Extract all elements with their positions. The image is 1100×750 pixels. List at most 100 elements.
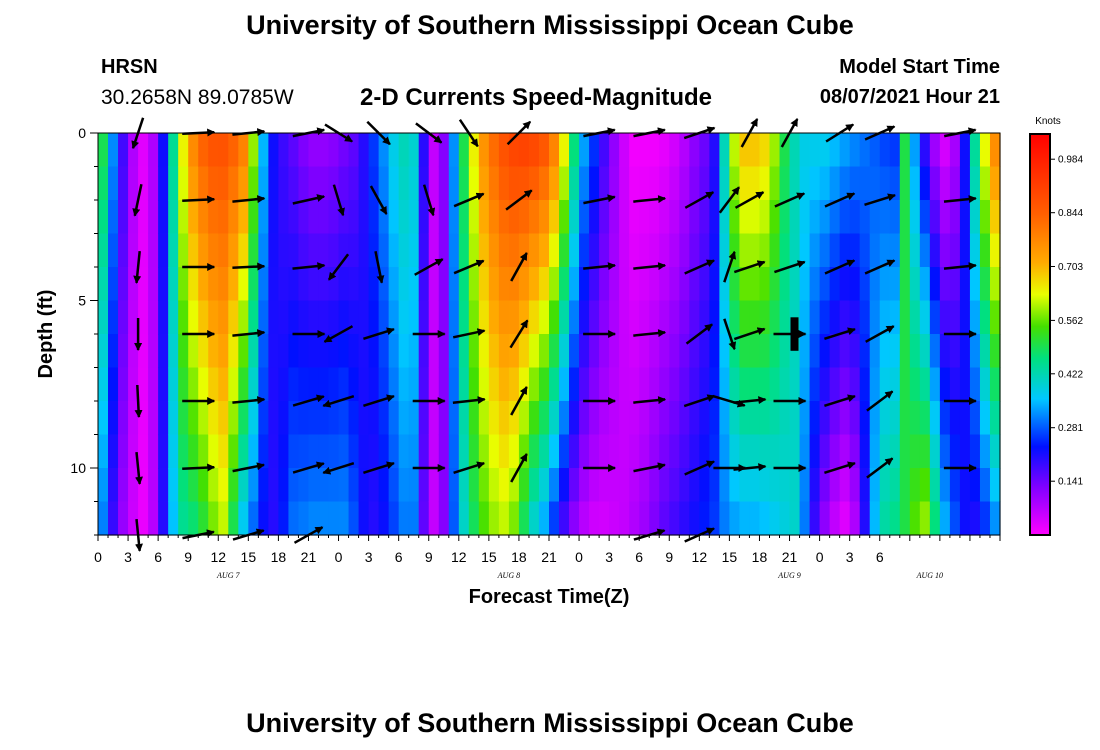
heat-cell — [889, 200, 901, 235]
heat-cell — [428, 133, 440, 168]
heat-cell — [659, 334, 670, 369]
heat-cell — [839, 501, 851, 536]
heat-cell — [719, 133, 730, 168]
heat-cell — [819, 133, 831, 168]
heat-cell — [308, 200, 320, 235]
heat-cell — [899, 401, 911, 436]
heat-cell — [709, 501, 720, 536]
heat-cell — [208, 133, 219, 168]
heat-cell — [378, 233, 390, 268]
heat-cell — [358, 434, 370, 469]
heat-cell — [709, 233, 720, 268]
heat-cell — [278, 434, 290, 469]
heat-cell — [538, 300, 550, 335]
x-tick-label: 3 — [365, 549, 373, 565]
heat-cell — [929, 401, 941, 436]
heat-cell — [929, 367, 941, 402]
heat-cell — [408, 267, 420, 302]
heat-cell — [268, 200, 279, 235]
heat-cell — [729, 367, 741, 402]
heat-cell — [258, 200, 269, 235]
heat-cell — [759, 233, 771, 268]
x-tick-label: 6 — [395, 549, 403, 565]
heat-cell — [599, 501, 610, 536]
heat-cell — [328, 300, 340, 335]
heat-cell — [188, 468, 199, 503]
heat-cell — [128, 233, 139, 268]
heat-cell — [328, 166, 340, 201]
heat-cell — [388, 468, 400, 503]
heat-cell — [408, 133, 420, 168]
heat-cell — [338, 133, 350, 168]
heat-cell — [599, 133, 610, 168]
heat-cell — [278, 300, 290, 335]
heat-cell — [549, 200, 560, 235]
heat-cell — [789, 501, 801, 536]
heat-cell — [549, 334, 560, 369]
heat-cell — [849, 233, 861, 268]
heat-cell — [288, 468, 300, 503]
heat-cell — [178, 334, 189, 369]
heat-cell — [218, 200, 229, 235]
heat-cell — [258, 367, 269, 402]
heat-cell — [799, 133, 811, 168]
heat-cell — [488, 233, 500, 268]
heat-cell — [679, 401, 690, 436]
heat-cell — [158, 267, 169, 302]
heat-cell — [258, 334, 269, 369]
heat-cell — [669, 367, 680, 402]
heat-cell — [188, 434, 199, 469]
heat-cell — [979, 166, 991, 201]
heat-cell — [318, 233, 330, 268]
heat-cell — [458, 267, 470, 302]
heat-cell — [629, 334, 640, 369]
heat-cell — [148, 501, 159, 536]
heat-cell — [859, 501, 871, 536]
heat-cell — [979, 367, 991, 402]
heat-cell — [528, 401, 540, 436]
heat-cell — [599, 233, 610, 268]
heat-cell — [388, 501, 400, 536]
heat-cell — [779, 166, 791, 201]
heat-cell — [599, 434, 610, 469]
heat-cell — [789, 200, 801, 235]
heat-cell — [879, 233, 891, 268]
heat-cell — [939, 434, 951, 469]
heat-cell — [889, 401, 901, 436]
heat-cell — [769, 267, 781, 302]
heat-cell — [939, 300, 951, 335]
heat-cell — [859, 200, 871, 235]
current-vector — [864, 193, 896, 206]
heat-cell — [939, 233, 951, 268]
heat-cell — [108, 267, 119, 302]
heat-cell — [859, 166, 871, 201]
heat-cell — [438, 468, 450, 503]
heat-cell — [639, 166, 650, 201]
x-tick-label: 0 — [816, 549, 824, 565]
heat-cell — [528, 267, 540, 302]
heat-cell — [238, 434, 249, 469]
heat-cell — [559, 434, 570, 469]
current-vector — [824, 327, 856, 340]
heat-cell — [989, 200, 1001, 235]
heat-cell — [198, 401, 209, 436]
heat-cell — [428, 233, 440, 268]
heat-cell — [508, 133, 520, 168]
heat-cell — [108, 401, 119, 436]
heat-cell — [579, 501, 590, 536]
heat-cell — [659, 233, 670, 268]
heat-cell — [478, 367, 490, 402]
heat-cell — [709, 334, 720, 369]
heat-cell — [859, 367, 871, 402]
heat-cell — [799, 501, 811, 536]
heat-cell — [188, 200, 199, 235]
heat-cell — [388, 166, 400, 201]
heat-cell — [188, 501, 199, 536]
heat-cell — [438, 434, 450, 469]
heat-cell — [909, 401, 921, 436]
heat-cell — [358, 133, 370, 168]
heat-cell — [228, 434, 239, 469]
heat-cell — [629, 367, 640, 402]
heat-cell — [959, 501, 971, 536]
heat-cell — [398, 267, 410, 302]
